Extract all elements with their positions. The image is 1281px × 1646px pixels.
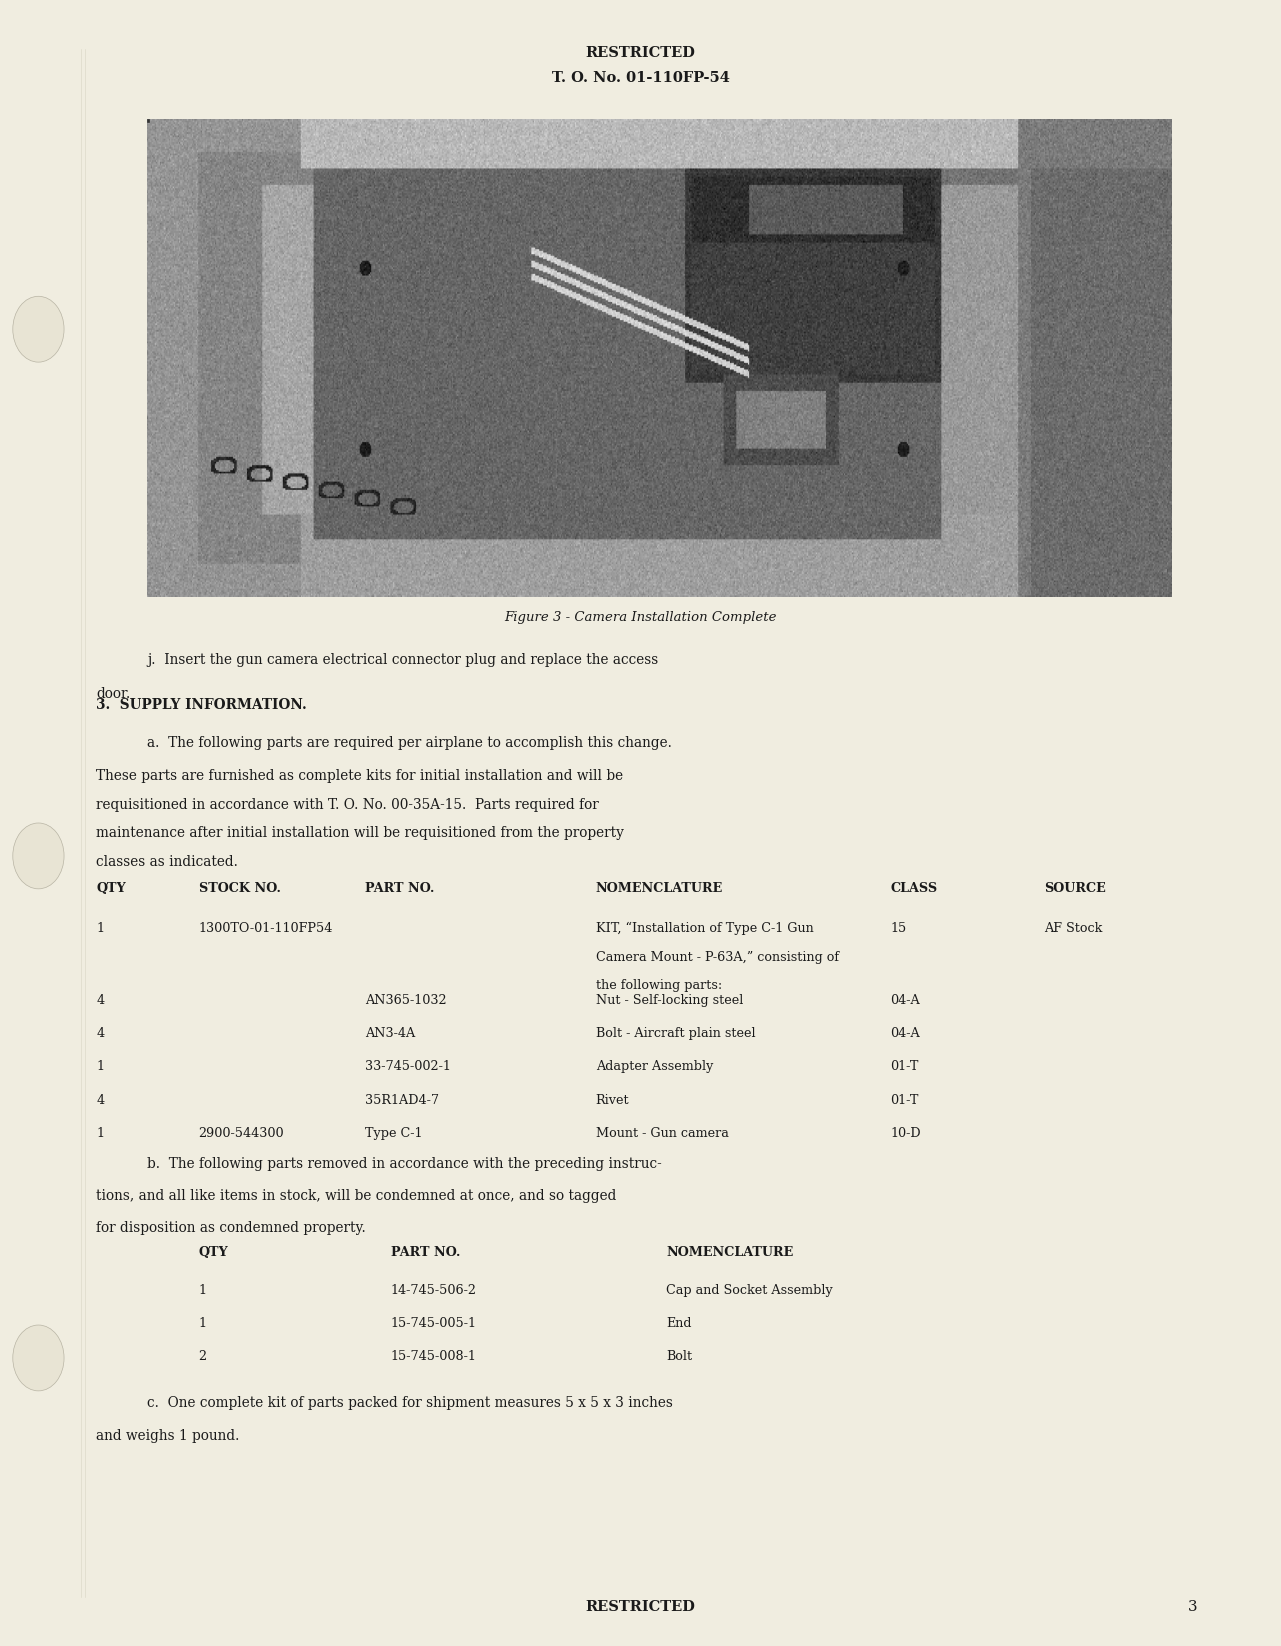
Text: 1: 1	[199, 1317, 206, 1330]
Text: 10-D: 10-D	[890, 1128, 921, 1139]
Text: AN365-1032: AN365-1032	[365, 994, 447, 1007]
Text: Rivet: Rivet	[596, 1093, 629, 1106]
Text: 15: 15	[890, 922, 907, 935]
Text: PART NO.: PART NO.	[365, 882, 434, 895]
Text: AF Stock: AF Stock	[1044, 922, 1103, 935]
Text: 1300TO-01-110FP54: 1300TO-01-110FP54	[199, 922, 333, 935]
Text: CLASS: CLASS	[890, 882, 938, 895]
Text: Bolt - Aircraft plain steel: Bolt - Aircraft plain steel	[596, 1027, 756, 1040]
Circle shape	[13, 823, 64, 889]
Text: 33-745-002-1: 33-745-002-1	[365, 1060, 451, 1073]
Text: Figure 3 - Camera Installation Complete: Figure 3 - Camera Installation Complete	[505, 611, 776, 624]
Text: Camera Mount - P-63A,” consisting of: Camera Mount - P-63A,” consisting of	[596, 951, 839, 963]
Text: Mount - Gun camera: Mount - Gun camera	[596, 1128, 729, 1139]
Text: PART NO.: PART NO.	[391, 1246, 460, 1259]
Text: tions, and all like items in stock, will be condemned at once, and so tagged: tions, and all like items in stock, will…	[96, 1188, 616, 1203]
Text: T. O. No. 01-110FP-54: T. O. No. 01-110FP-54	[552, 71, 729, 86]
Text: 35R1AD4-7: 35R1AD4-7	[365, 1093, 439, 1106]
Circle shape	[13, 1325, 64, 1391]
Circle shape	[13, 296, 64, 362]
Text: a.  The following parts are required per airplane to accomplish this change.: a. The following parts are required per …	[147, 736, 673, 751]
Text: classes as indicated.: classes as indicated.	[96, 856, 238, 869]
Text: 1: 1	[96, 1128, 104, 1139]
Text: 01-T: 01-T	[890, 1093, 918, 1106]
Text: requisitioned in accordance with T. O. No. 00-35A-15.  Parts required for: requisitioned in accordance with T. O. N…	[96, 798, 598, 811]
Text: 2: 2	[199, 1350, 206, 1363]
Text: 1: 1	[96, 1060, 104, 1073]
Text: KIT, “Installation of Type C-1 Gun: KIT, “Installation of Type C-1 Gun	[596, 922, 813, 935]
Text: 14-745-506-2: 14-745-506-2	[391, 1284, 477, 1297]
Text: QTY: QTY	[199, 1246, 228, 1259]
Text: QTY: QTY	[96, 882, 126, 895]
Text: SOURCE: SOURCE	[1044, 882, 1106, 895]
Text: STOCK NO.: STOCK NO.	[199, 882, 281, 895]
Text: 01-T: 01-T	[890, 1060, 918, 1073]
Text: These parts are furnished as complete kits for initial installation and will be: These parts are furnished as complete ki…	[96, 769, 623, 783]
Text: AN3-4A: AN3-4A	[365, 1027, 415, 1040]
Text: RESTRICTED: RESTRICTED	[585, 1600, 696, 1615]
Text: RESTRICTED: RESTRICTED	[585, 46, 696, 61]
Text: maintenance after initial installation will be requisitioned from the property: maintenance after initial installation w…	[96, 826, 624, 841]
Text: c.  One complete kit of parts packed for shipment measures 5 x 5 x 3 inches: c. One complete kit of parts packed for …	[147, 1396, 674, 1411]
Text: 3.  SUPPLY INFORMATION.: 3. SUPPLY INFORMATION.	[96, 698, 307, 713]
Text: for disposition as condemned property.: for disposition as condemned property.	[96, 1221, 366, 1234]
Text: j.  Insert the gun camera electrical connector plug and replace the access: j. Insert the gun camera electrical conn…	[147, 653, 658, 668]
Text: 1: 1	[96, 922, 104, 935]
Text: door.: door.	[96, 686, 131, 701]
Text: 15-745-008-1: 15-745-008-1	[391, 1350, 477, 1363]
Text: 04-A: 04-A	[890, 994, 920, 1007]
Text: the following parts:: the following parts:	[596, 979, 722, 993]
Text: Nut - Self-locking steel: Nut - Self-locking steel	[596, 994, 743, 1007]
Text: 04-A: 04-A	[890, 1027, 920, 1040]
Text: NOMENCLATURE: NOMENCLATURE	[596, 882, 722, 895]
Text: 15-745-005-1: 15-745-005-1	[391, 1317, 477, 1330]
Text: 3: 3	[1187, 1600, 1198, 1615]
Text: 1: 1	[199, 1284, 206, 1297]
Text: Type C-1: Type C-1	[365, 1128, 423, 1139]
Text: b.  The following parts removed in accordance with the preceding instruc-: b. The following parts removed in accord…	[147, 1157, 662, 1172]
Text: 2900-544300: 2900-544300	[199, 1128, 284, 1139]
Text: and weighs 1 pound.: and weighs 1 pound.	[96, 1429, 240, 1444]
Text: 4: 4	[96, 1027, 104, 1040]
Text: 4: 4	[96, 1093, 104, 1106]
Text: End: End	[666, 1317, 692, 1330]
Text: Bolt: Bolt	[666, 1350, 692, 1363]
Text: 4: 4	[96, 994, 104, 1007]
Text: NOMENCLATURE: NOMENCLATURE	[666, 1246, 793, 1259]
Text: Cap and Socket Assembly: Cap and Socket Assembly	[666, 1284, 833, 1297]
Text: Adapter Assembly: Adapter Assembly	[596, 1060, 714, 1073]
